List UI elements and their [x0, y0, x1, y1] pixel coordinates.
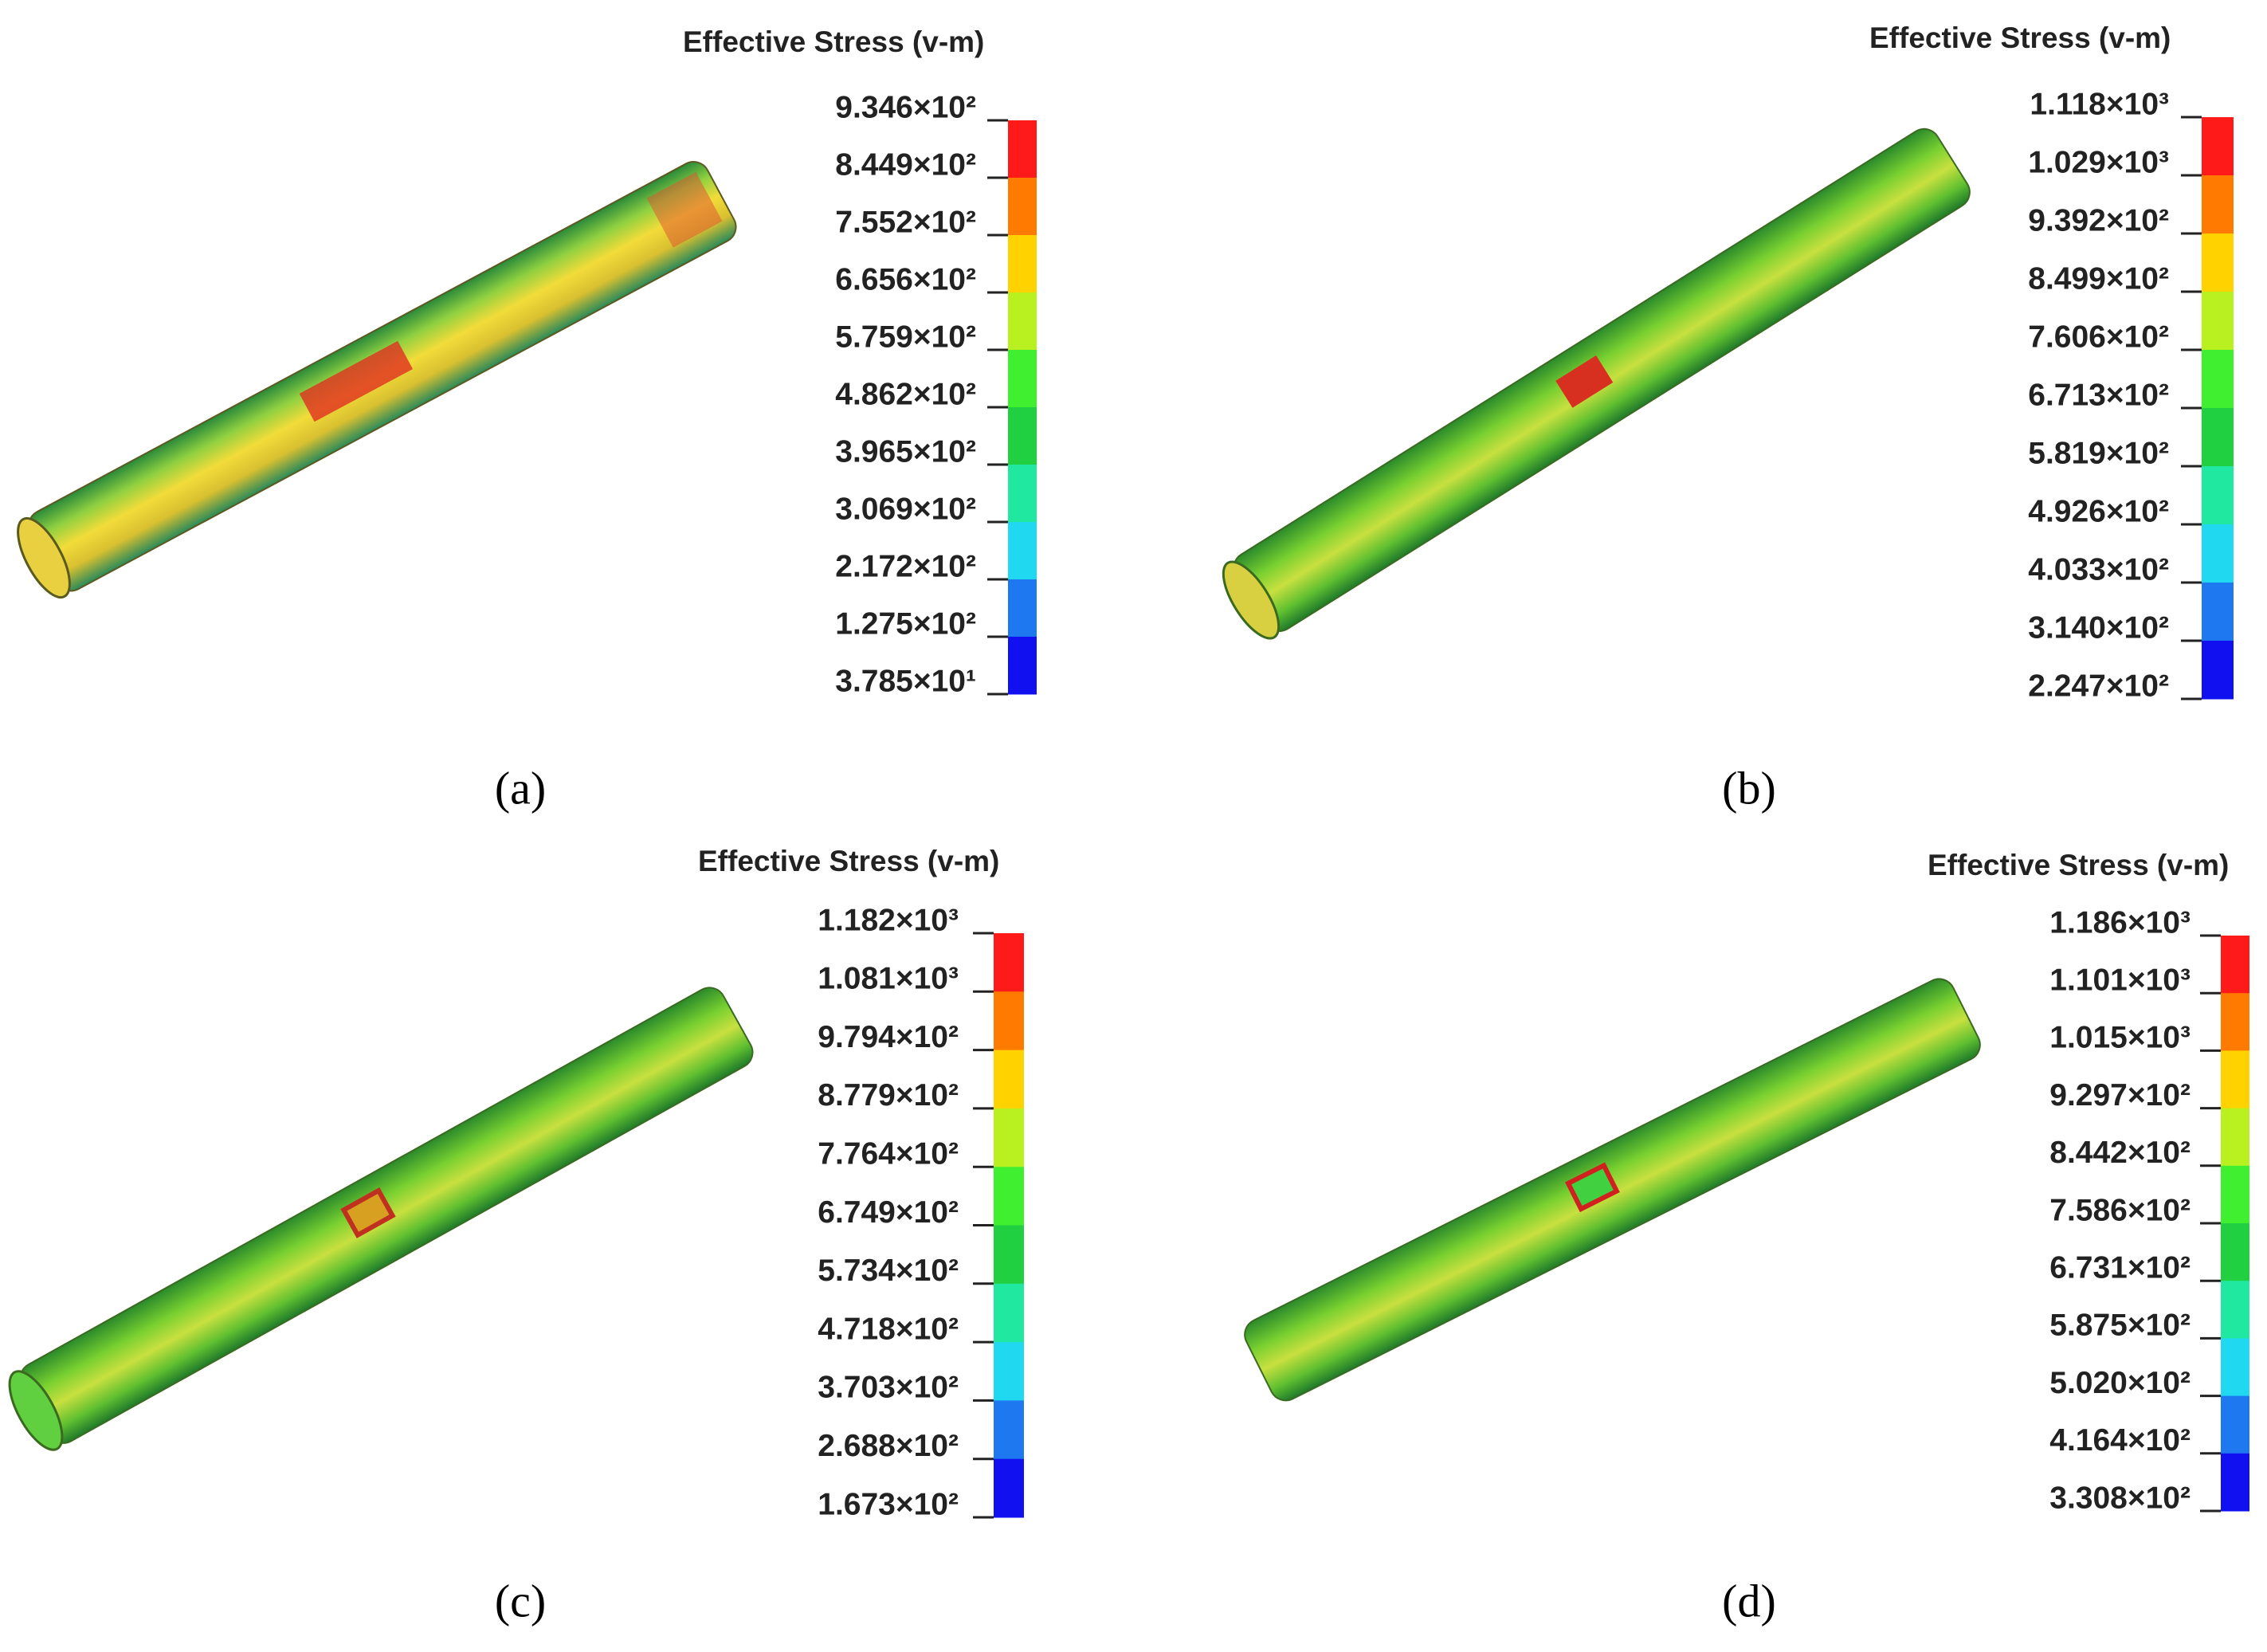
- legend-label: 8.442×10²: [2049, 1136, 2191, 1170]
- legend-label: 1.015×10³: [2049, 1021, 2191, 1055]
- legend-label: 7.552×10²: [835, 205, 976, 239]
- color-band: [1008, 350, 1037, 408]
- panel-caption: (c): [495, 1575, 546, 1626]
- color-band: [2221, 1395, 2249, 1454]
- legend-label: 1.029×10³: [2028, 145, 2169, 179]
- legend-label: 5.020×10²: [2049, 1366, 2191, 1400]
- legend-label: 3.965×10²: [835, 434, 976, 469]
- legend-label: 4.164×10²: [2049, 1423, 2191, 1458]
- legend-label: 6.713×10²: [2028, 378, 2169, 412]
- legend-label: 1.182×10³: [818, 903, 959, 937]
- color-band: [2202, 641, 2234, 700]
- color-band: [994, 1225, 1024, 1285]
- legend-label: 3.703×10²: [818, 1371, 959, 1405]
- legend-label: 7.606×10²: [2028, 320, 2169, 354]
- color-band: [2221, 1108, 2249, 1167]
- color-band: [1008, 178, 1037, 236]
- color-band: [994, 933, 1024, 992]
- legend-title: Effective Stress (v-m): [698, 845, 999, 877]
- color-band: [2221, 1223, 2249, 1281]
- legend-label: 7.586×10²: [2049, 1193, 2191, 1227]
- color-band: [2221, 1050, 2249, 1109]
- legend-label: 6.749×10²: [818, 1195, 959, 1230]
- legend-label: 2.688×10²: [818, 1429, 959, 1463]
- legend-label: 1.186×10³: [2049, 905, 2191, 940]
- legend-label: 3.069×10²: [835, 492, 976, 526]
- legend-label: 1.081×10³: [818, 962, 959, 996]
- legend-label: 1.118×10³: [2030, 87, 2169, 121]
- color-band: [994, 1283, 1024, 1343]
- color-band: [994, 1050, 1024, 1109]
- color-band: [994, 1167, 1024, 1226]
- panel-caption: (d): [1722, 1575, 1776, 1626]
- legend-label: 3.308×10²: [2049, 1481, 2191, 1515]
- color-band: [2221, 1165, 2249, 1224]
- color-band: [2202, 466, 2234, 525]
- legend-label: 8.449×10²: [835, 147, 976, 182]
- legend-label: 1.275×10²: [835, 606, 976, 641]
- legend-label: 9.794×10²: [818, 1020, 959, 1054]
- legend-label: 2.247×10²: [2028, 669, 2169, 703]
- tube-a: [17, 161, 737, 599]
- color-band: [1008, 120, 1037, 179]
- panel-caption: (b): [1722, 762, 1776, 814]
- color-band: [994, 1458, 1024, 1518]
- color-band: [2202, 233, 2234, 292]
- color-band: [994, 1400, 1024, 1460]
- legend-label: 4.033×10²: [2028, 552, 2169, 587]
- legend-label: 4.926×10²: [2028, 494, 2169, 528]
- legend-title: Effective Stress (v-m): [1928, 849, 2229, 881]
- legend-label: 5.734×10²: [818, 1254, 959, 1288]
- tube-b: [1222, 128, 1971, 640]
- legend-title: Effective Stress (v-m): [1869, 22, 2171, 54]
- tube-d: [1244, 978, 1981, 1402]
- color-band: [1008, 579, 1037, 638]
- color-band: [2221, 1453, 2249, 1512]
- legend-label: 5.819×10²: [2028, 436, 2169, 470]
- color-band: [2202, 117, 2234, 176]
- color-band: [1008, 637, 1037, 695]
- legend-label: 6.656×10²: [835, 262, 976, 296]
- color-band: [2202, 175, 2234, 234]
- legend-label: 9.297×10²: [2049, 1078, 2191, 1112]
- color-band: [1008, 292, 1037, 351]
- color-band: [1008, 407, 1037, 465]
- color-band: [2221, 936, 2249, 994]
- color-band: [2221, 993, 2249, 1051]
- legend-label: 5.875×10²: [2049, 1309, 2191, 1343]
- color-band: [2221, 1338, 2249, 1397]
- legend-label: 1.101×10³: [2049, 963, 2191, 997]
- color-band: [994, 1108, 1024, 1167]
- color-band: [2221, 1281, 2249, 1339]
- color-band: [2202, 350, 2234, 409]
- color-band: [2202, 292, 2234, 351]
- legend-label: 6.731×10²: [2049, 1250, 2191, 1285]
- color-band: [1008, 235, 1037, 293]
- color-band: [2202, 524, 2234, 583]
- color-band: [2202, 408, 2234, 467]
- color-band: [994, 1342, 1024, 1401]
- legend-label: 1.673×10²: [818, 1487, 959, 1521]
- legend-title: Effective Stress (v-m): [683, 26, 984, 58]
- color-band: [2202, 583, 2234, 642]
- legend-label: 3.140×10²: [2028, 610, 2169, 645]
- legend-label: 9.346×10²: [835, 90, 976, 124]
- color-band: [994, 991, 1024, 1051]
- legend-label: 3.785×10¹: [835, 664, 976, 698]
- legend-label: 4.862×10²: [835, 377, 976, 411]
- tube-c: [8, 987, 754, 1451]
- color-band: [1008, 465, 1037, 523]
- legend-label: 4.718×10²: [818, 1312, 959, 1346]
- color-band: [1008, 522, 1037, 580]
- legend-label: 8.779×10²: [818, 1078, 959, 1112]
- legend-label: 9.392×10²: [2028, 203, 2169, 237]
- legend-label: 5.759×10²: [835, 320, 976, 354]
- panel-caption: (a): [495, 762, 546, 814]
- legend-label: 8.499×10²: [2028, 261, 2169, 296]
- legend-label: 7.764×10²: [818, 1136, 959, 1171]
- legend-label: 2.172×10²: [835, 549, 976, 583]
